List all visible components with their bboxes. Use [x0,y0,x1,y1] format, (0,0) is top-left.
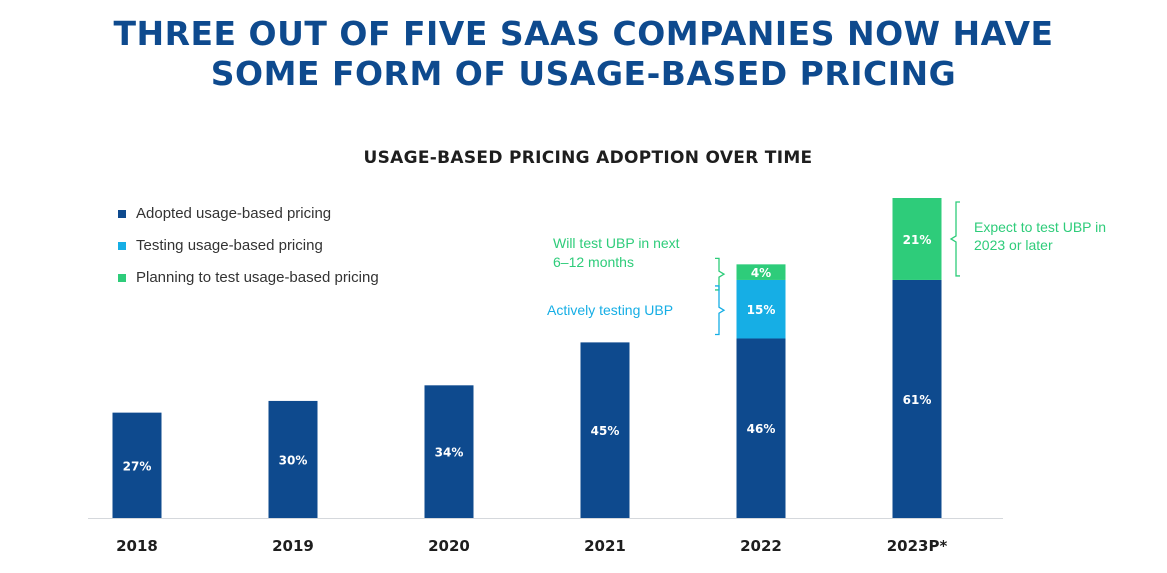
data-label-2023p-series-2: 21% [903,233,932,247]
x-tick-label-2022: 2022 [740,537,782,555]
data-label-2018-series-0: 27% [123,459,152,473]
bar-2018-series-0 [112,412,162,518]
data-label-2021-series-0: 45% [591,424,620,438]
legend-label-planning: Planning to test usage-based pricing [136,269,379,286]
x-tick-label-2023p: 2023P* [887,537,948,555]
annotation-expect-to-test-line-1: Expect to test UBP in [974,219,1106,235]
x-tick-label-2020: 2020 [428,537,470,555]
legend-swatch-testing [118,242,126,250]
data-label-2022-series-2: 4% [751,266,771,280]
bracket-actively-testing-2022 [715,285,726,336]
x-tick-label-2018: 2018 [116,537,158,555]
legend-item-planning: Planning to test usage-based pricing [118,267,379,299]
bracket-will-test-2022 [715,257,726,291]
bar-2022-series-0 [736,338,786,518]
bar-2021-series-0 [580,342,630,518]
bracket-expect-to-test-2023 [949,201,960,277]
bar-2022-series-2 [736,264,786,280]
headline: THREE OUT OF FIVE SAAS COMPANIES NOW HAV… [0,14,1167,94]
legend-swatch-adopted [118,210,126,218]
annotation-will-test-line-2: 6–12 months [553,254,634,270]
annotation-actively-testing: Actively testing UBP [547,302,673,318]
data-label-2022-series-1: 15% [747,303,776,317]
bar-2020-series-0 [424,385,474,518]
legend-label-testing: Testing usage-based pricing [136,237,323,254]
legend-item-testing: Testing usage-based pricing [118,235,379,267]
chart-legend: Adopted usage-based pricing Testing usag… [118,203,379,299]
bar-2019-series-0 [268,400,318,518]
legend-label-adopted: Adopted usage-based pricing [136,205,332,222]
data-label-2023p-series-0: 61% [903,393,932,407]
chart-title: USAGE-BASED PRICING ADOPTION OVER TIME [363,148,813,168]
bar-2022-series-1 [736,279,786,339]
headline-line-2: SOME FORM OF USAGE-BASED PRICING [210,54,957,93]
bar-2023p-series-2 [892,198,942,280]
data-label-2020-series-0: 34% [435,446,464,460]
legend-swatch-planning [118,274,126,282]
data-label-2019-series-0: 30% [279,453,308,467]
headline-line-1: THREE OUT OF FIVE SAAS COMPANIES NOW HAV… [113,14,1054,53]
data-label-2022-series-0: 46% [747,422,776,436]
bar-2023p-series-0 [892,279,942,518]
x-tick-label-2021: 2021 [584,537,626,555]
legend-item-adopted: Adopted usage-based pricing [118,203,379,235]
annotation-expect-to-test-line-2: 2023 or later [974,237,1053,253]
annotation-will-test-line-1: Will test UBP in next [553,235,680,251]
x-tick-label-2019: 2019 [272,537,314,555]
